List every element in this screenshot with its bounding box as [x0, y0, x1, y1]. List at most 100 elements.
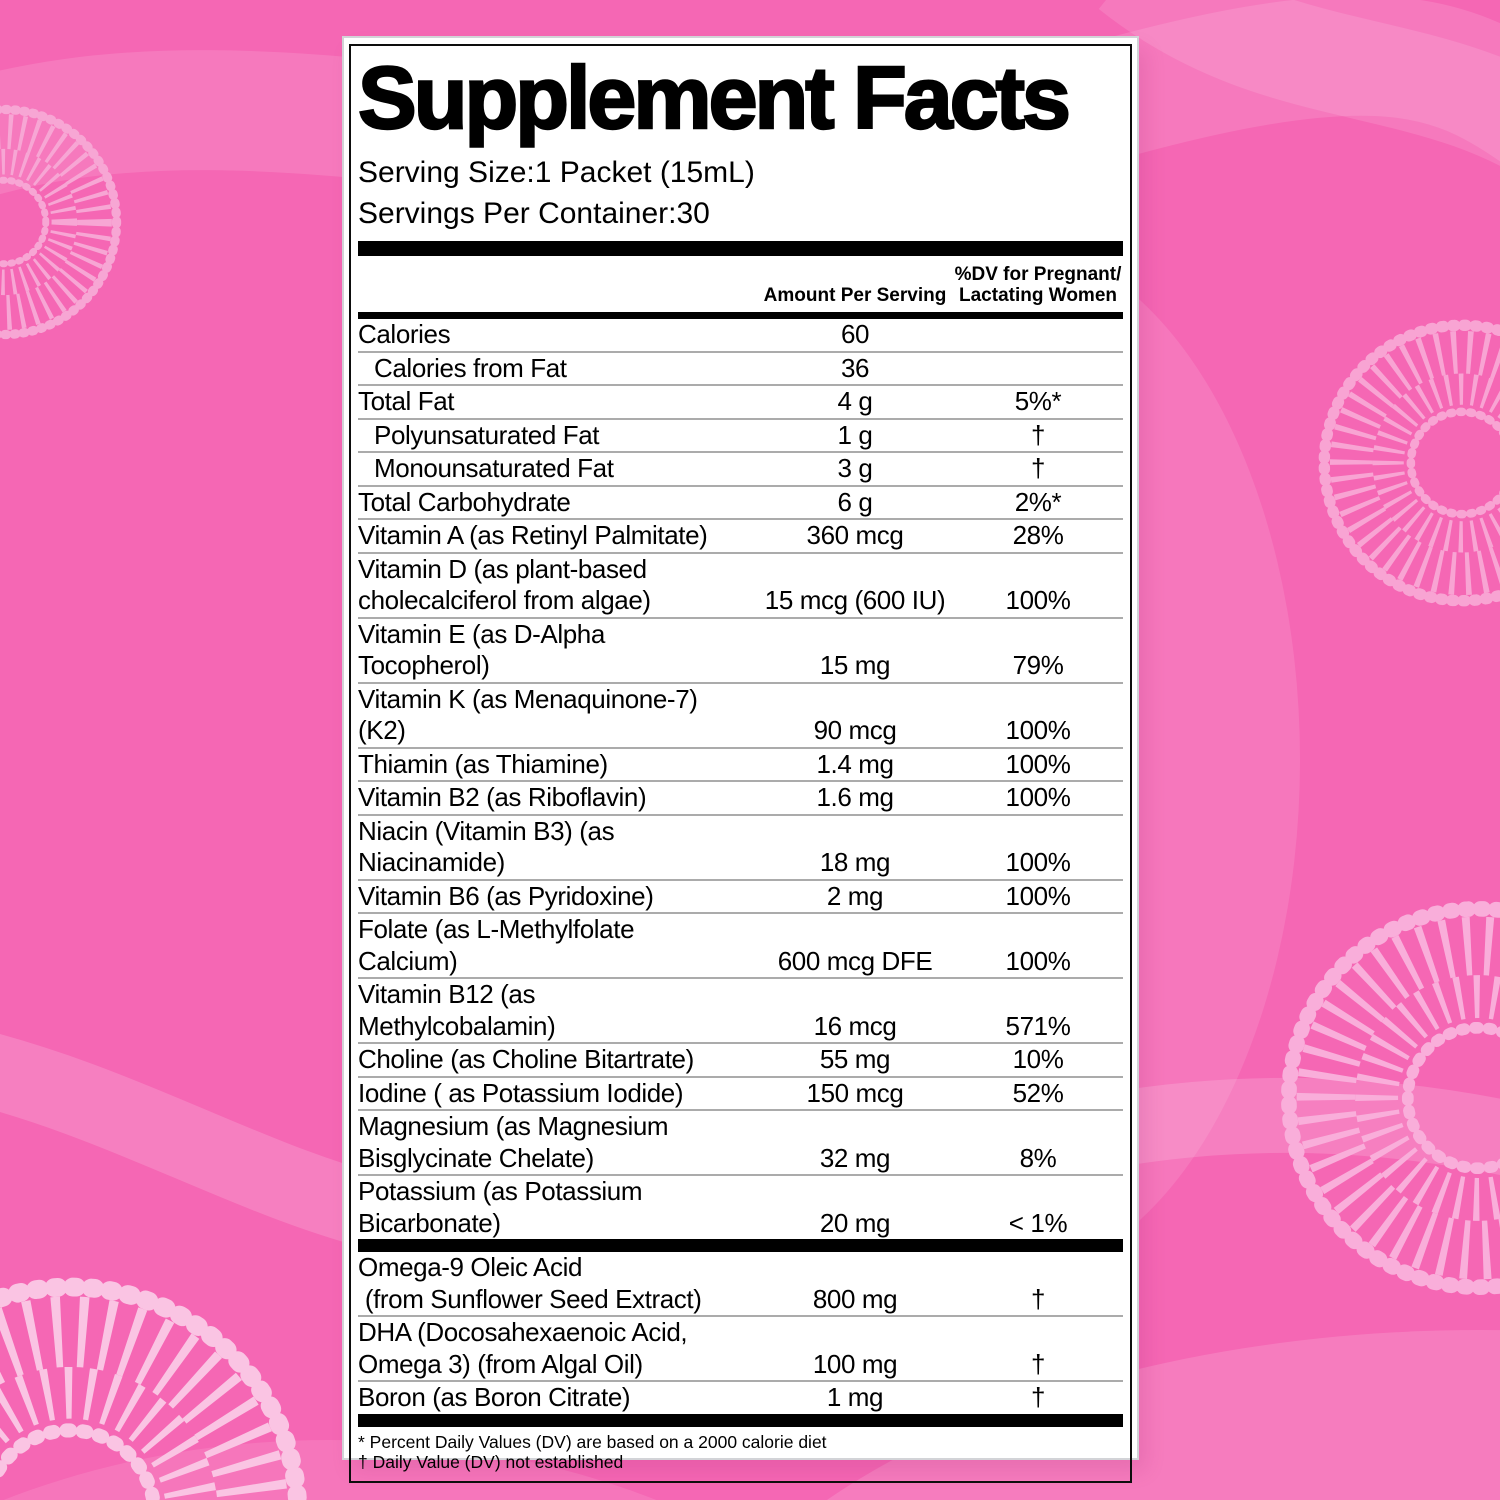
nutrient-name: Thiamin (as Thiamine): [358, 748, 608, 779]
nutrient-dv: 100%: [1005, 847, 1071, 877]
nutrient-rows: Calories 60 Calories from Fat 36 Total Fat 4 …: [358, 319, 1123, 1427]
nutrient-row: Vitamin D (as plant-based cholecalcifero…: [358, 554, 1123, 619]
divider-under-header: [358, 312, 1123, 319]
footnote-dagger: † Daily Value (DV) not established: [358, 1452, 624, 1472]
nutrient-row: Choline (as Choline Bitartrate) 55 mg 10%: [358, 1044, 1123, 1078]
panel-title: Supplement Facts: [357, 48, 1072, 147]
nutrient-name: Vitamin D (as plant-based cholecalcifero…: [358, 553, 651, 616]
nutrient-amount: 600 mcg DFE: [777, 945, 933, 976]
nutrient-dv: 571%: [1005, 1010, 1071, 1041]
nutrient-amount: 1 mg: [826, 1382, 884, 1412]
nutrient-name: Potassium (as Potassium Bicarbonate): [358, 1176, 643, 1238]
nutrient-row: Niacin (Vitamin B3) (as Niacinamide) 18 m…: [358, 816, 1123, 881]
column-header-amount: Amount Per Serving: [763, 285, 947, 306]
nutrient-dv: 100%: [1005, 715, 1071, 745]
nutrient-amount: 2 mg: [826, 880, 884, 911]
nutrient-dv: 8%: [1019, 1142, 1057, 1173]
nutrient-amount: 800 mg: [812, 1283, 898, 1314]
nutrient-amount: 15 mcg (600 IU): [764, 585, 946, 615]
nutrient-amount: 16 mcg: [813, 1010, 897, 1041]
nutrient-dv: †: [1030, 419, 1046, 450]
nutrient-dv: < 1%: [1008, 1207, 1068, 1238]
nutrient-row: Iodine ( as Potassium Iodide) 150 mcg 52%: [358, 1077, 1123, 1111]
column-header-row: Amount Per Serving %DV for Pregnant/ Lac…: [358, 256, 1123, 312]
nutrient-amount: 6 g: [837, 486, 873, 517]
nutrient-row: Vitamin B12 (as Methylcobalamin) 16 mcg 57…: [358, 979, 1123, 1044]
nutrient-dv: †: [1030, 453, 1046, 483]
supplement-label-card: Supplement Facts Serving Size:1 Packet (…: [344, 38, 1137, 1483]
nutrient-name: Boron (as Boron Citrate): [358, 1382, 631, 1412]
nutrient-amount: 100 mg: [812, 1348, 898, 1379]
nutrient-dv: 5%*: [1014, 386, 1062, 416]
column-header-dv: %DV for Pregnant/ Lactating Women: [954, 264, 1122, 306]
nutrient-dv: 10%: [1012, 1044, 1064, 1074]
nutrient-name: Polyunsaturated Fat: [374, 419, 600, 450]
nutrient-name: Vitamin B6 (as Pyridoxine): [358, 880, 654, 911]
nutrient-amount: 1.4 mg: [816, 748, 894, 779]
nutrient-row: Total Fat 4 g 5%*: [358, 386, 1123, 420]
nutrient-name: Choline (as Choline Bitartrate): [358, 1044, 694, 1074]
nutrient-name: Folate (as L-Methylfolate Calcium): [358, 914, 635, 976]
nutrient-row: Vitamin B2 (as Riboflavin) 1.6 mg 100%: [358, 782, 1123, 816]
divider-thick-top: [358, 241, 1123, 256]
nutrient-amount: 15 mg: [819, 650, 891, 680]
nutrient-name: Vitamin K (as Menaquinone-7) (K2): [358, 683, 698, 746]
nutrient-row: Folate (as L-Methylfolate Calcium) 600 mc…: [358, 914, 1123, 979]
nutrient-amount: 3 g: [837, 453, 873, 483]
nutrient-name: Vitamin B12 (as Methylcobalamin): [358, 979, 556, 1041]
nutrient-row: Vitamin A (as Retinyl Palmitate) 360 mcg 2…: [358, 520, 1123, 554]
nutrient-dv: 100%: [1005, 945, 1071, 976]
nutrient-amount: 18 mg: [819, 847, 891, 877]
nutrient-dv: 79%: [1012, 650, 1064, 680]
nutrient-amount: 1 g: [837, 419, 873, 450]
nutrient-row: Vitamin K (as Menaquinone-7) (K2) 90 mcg 1…: [358, 684, 1123, 749]
nutrient-row: Polyunsaturated Fat 1 g †: [358, 419, 1123, 453]
nutrient-name: Total Fat: [358, 386, 455, 416]
nutrient-amount: 32 mg: [819, 1142, 891, 1173]
nutrient-dv: 28%: [1012, 520, 1064, 550]
nutrient-name: Total Carbohydrate: [358, 486, 571, 517]
nutrient-amount: 1.6 mg: [816, 782, 894, 812]
servings-per-container: Servings Per Container:30: [358, 197, 710, 230]
nutrient-row: Boron (as Boron Citrate) 1 mg †: [358, 1382, 1123, 1427]
nutrient-row: DHA (Docosahexaenoic Acid, Omega 3) (fro…: [358, 1317, 1123, 1382]
nutrient-amount: 60: [840, 319, 870, 349]
nutrient-row: Potassium (as Potassium Bicarbonate) 20 m…: [358, 1176, 1123, 1252]
nutrient-row: Calories from Fat 36: [358, 352, 1123, 386]
nutrient-name: Calories from Fat: [374, 352, 567, 383]
nutrient-dv: †: [1030, 1382, 1046, 1412]
nutrient-row: Omega-9 Oleic Acid (from Sunflower Seed …: [358, 1252, 1123, 1317]
nutrient-dv: 100%: [1005, 748, 1071, 779]
nutrient-name: Niacin (Vitamin B3) (as Niacinamide): [358, 815, 615, 878]
nutrient-name: Vitamin A (as Retinyl Palmitate): [358, 520, 708, 550]
nutrient-row: Total Carbohydrate 6 g 2%*: [358, 486, 1123, 520]
footnotes: * Percent Daily Values (DV) are based on…: [358, 1427, 1123, 1477]
nutrient-amount: 55 mg: [819, 1044, 891, 1074]
nutrient-row: Vitamin E (as D-Alpha Tocopherol) 15 mg 79…: [358, 619, 1123, 684]
nutrient-row: Monounsaturated Fat 3 g †: [358, 453, 1123, 487]
nutrient-amount: 150 mcg: [806, 1077, 904, 1108]
nutrient-amount: 90 mcg: [813, 715, 897, 745]
nutrient-amount: 360 mcg: [806, 520, 904, 550]
nutrient-name: Vitamin B2 (as Riboflavin): [358, 782, 647, 812]
nutrient-dv: †: [1030, 1348, 1046, 1379]
nutrient-name: Omega-9 Oleic Acid (from Sunflower Seed …: [358, 1252, 702, 1314]
nutrient-row: Calories 60: [358, 319, 1123, 353]
nutrient-name: DHA (Docosahexaenoic Acid, Omega 3) (fro…: [358, 1317, 688, 1379]
nutrient-dv: 100%: [1005, 782, 1071, 812]
nutrient-row: Thiamin (as Thiamine) 1.4 mg 100%: [358, 748, 1123, 782]
nutrient-name: Magnesium (as Magnesium Bisglycinate Che…: [358, 1111, 669, 1173]
nutrient-row: Vitamin B6 (as Pyridoxine) 2 mg 100%: [358, 880, 1123, 914]
nutrient-amount: 20 mg: [819, 1207, 891, 1238]
nutrient-name: Monounsaturated Fat: [374, 453, 614, 483]
nutrient-dv: 2%*: [1014, 486, 1062, 517]
supplement-facts-panel: Supplement Facts Serving Size:1 Packet (…: [349, 44, 1132, 1483]
nutrient-dv: 100%: [1005, 585, 1071, 615]
serving-size: Serving Size:1 Packet (15mL): [358, 156, 755, 189]
nutrient-amount: 36: [840, 352, 870, 383]
nutrient-dv: 100%: [1005, 880, 1071, 911]
footnote-dv: * Percent Daily Values (DV) are based on…: [358, 1431, 827, 1452]
nutrient-dv: 52%: [1012, 1077, 1064, 1108]
nutrient-dv: †: [1030, 1283, 1046, 1314]
